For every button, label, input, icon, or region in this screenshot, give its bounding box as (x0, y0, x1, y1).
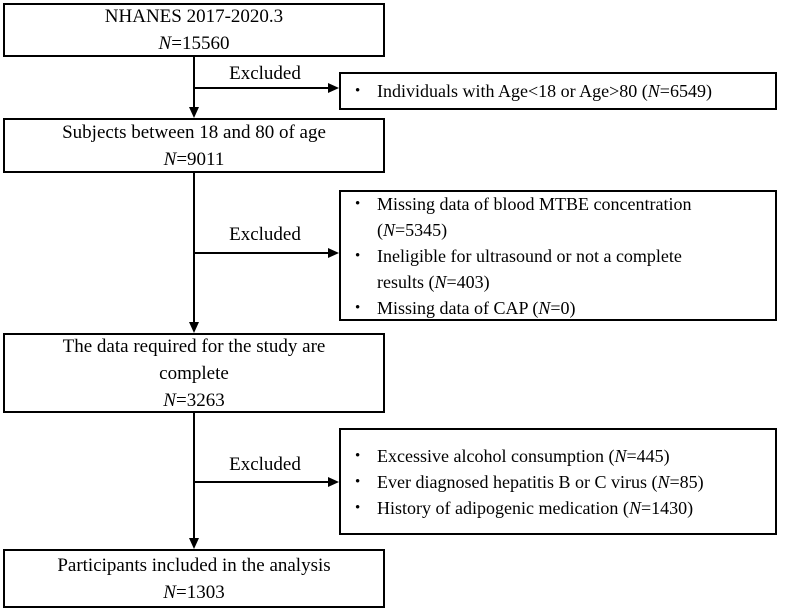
box-exclusion-clinical: • Excessive alcohol consumption (N=445) … (339, 428, 777, 535)
box-exclusion-missing-data: • Missing data of blood MTBE concentrati… (339, 190, 777, 321)
arrow-line-down-2 (193, 173, 195, 323)
box-line: The data required for the study are (62, 335, 326, 357)
arrowhead-right-2 (328, 248, 339, 258)
box-line: N=1303 (163, 581, 225, 603)
exclusion-item-text: Missing data of blood MTBE concentration… (377, 193, 692, 240)
exclusion-item: • Missing data of blood MTBE concentrati… (341, 191, 769, 243)
bullet-icon: • (355, 299, 361, 316)
branch-line-3 (193, 481, 328, 483)
box-line: Subjects between 18 and 80 of age (62, 121, 326, 143)
arrow-line-down-1 (193, 57, 195, 108)
exclusion-item-text: Ever diagnosed hepatitis B or C virus (N… (377, 471, 704, 492)
box-nhanes-population: NHANES 2017-2020.3 N=15560 (3, 3, 385, 57)
excluded-label-2: Excluded (229, 224, 301, 245)
exclusion-item-text: Ineligible for ultrasound or not a compl… (377, 245, 682, 292)
exclusion-item: • History of adipogenic medication (N=14… (341, 495, 769, 521)
bullet-icon: • (355, 499, 361, 516)
arrow-line-down-3 (193, 413, 195, 539)
arrowhead-down-1 (189, 107, 199, 118)
box-age-filtered: Subjects between 18 and 80 of age N=9011 (3, 118, 385, 173)
bullet-icon: • (355, 83, 361, 99)
bullet-icon: • (355, 447, 361, 464)
bullet-icon: • (355, 247, 361, 264)
exclusion-item: • Individuals with Age<18 or Age>80 (N=6… (341, 78, 769, 104)
excluded-label-3: Excluded (229, 454, 301, 475)
exclusion-item: • Ineligible for ultrasound or not a com… (341, 243, 769, 295)
exclusion-item-text: Missing data of CAP (N=0) (377, 297, 576, 318)
exclusion-item: • Excessive alcohol consumption (N=445) (341, 443, 769, 469)
branch-line-2 (193, 252, 328, 254)
excluded-label-1: Excluded (229, 63, 301, 84)
exclusion-item-text: History of adipogenic medication (N=1430… (377, 497, 694, 518)
arrowhead-down-2 (189, 322, 199, 333)
box-line: N=9011 (163, 148, 225, 170)
arrowhead-down-3 (189, 538, 199, 549)
box-exclusion-age: • Individuals with Age<18 or Age>80 (N=6… (339, 72, 777, 110)
bullet-icon: • (355, 195, 361, 212)
exclusion-item-text: Individuals with Age<18 or Age>80 (N=654… (377, 81, 712, 101)
box-line: N=15560 (158, 33, 230, 54)
box-final-sample: Participants included in the analysis N=… (3, 549, 385, 608)
box-line: complete (159, 362, 229, 384)
exclusion-item-text: Excessive alcohol consumption (N=445) (377, 445, 670, 466)
bullet-icon: • (355, 473, 361, 490)
exclusion-item: • Ever diagnosed hepatitis B or C virus … (341, 469, 769, 495)
box-complete-data: The data required for the study are comp… (3, 333, 385, 413)
branch-line-1 (193, 87, 328, 89)
box-line: N=3263 (163, 389, 225, 411)
box-line: NHANES 2017-2020.3 (104, 6, 284, 27)
exclusion-item: • Missing data of CAP (N=0) (341, 295, 769, 321)
arrowhead-right-1 (328, 83, 339, 93)
box-line: Participants included in the analysis (57, 554, 331, 576)
arrowhead-right-3 (328, 477, 339, 487)
